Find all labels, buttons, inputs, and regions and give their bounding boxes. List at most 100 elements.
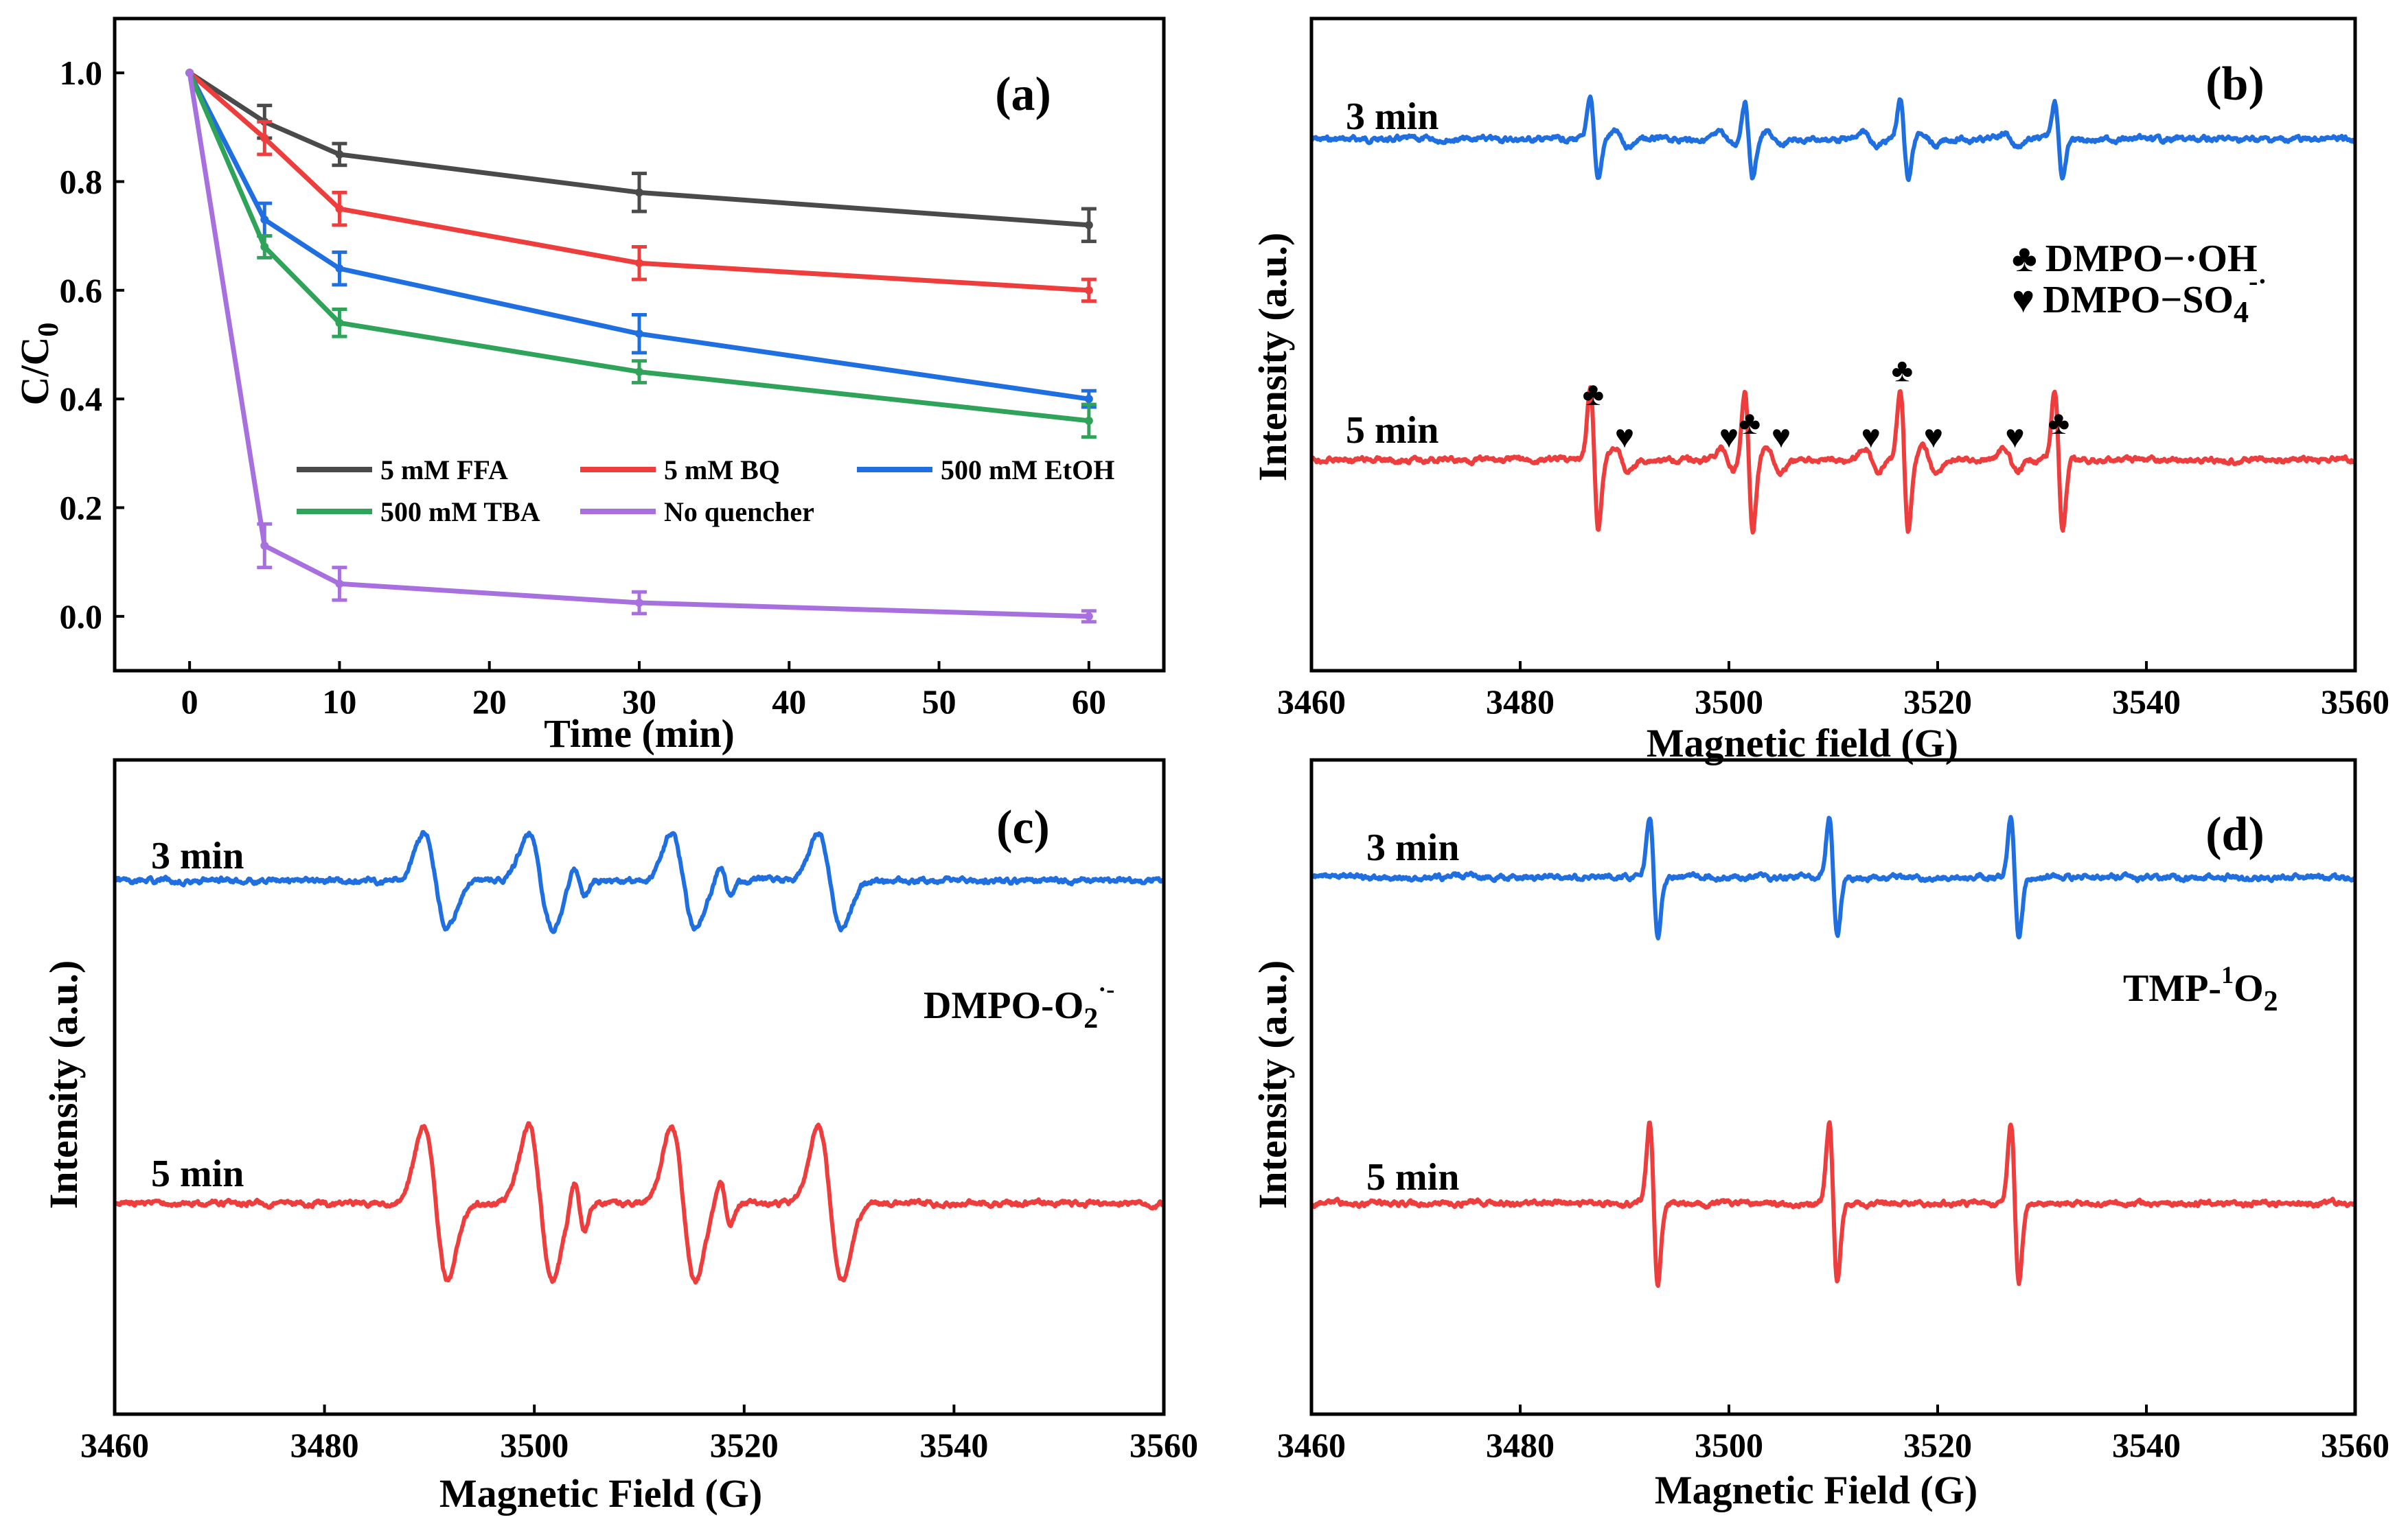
- panel-b-xlabel: Magnetic field (G): [1647, 721, 1958, 765]
- club-icon: ♣: [1739, 405, 1761, 441]
- panel-d-frame: [1309, 758, 2357, 1416]
- legend-hydroxyl-text: DMPO−·OH: [2045, 238, 2258, 280]
- data-point-500-mm-tba: [260, 242, 269, 251]
- x-tick-label: 40: [772, 682, 806, 721]
- panel-d-label-3min: 3 min: [1366, 827, 1459, 869]
- panel-c-species-sup: ·-: [1098, 975, 1114, 1003]
- data-point-5-mm-bq: [335, 205, 344, 213]
- panel-c-letter: (c): [996, 801, 1050, 854]
- heart-icon: ♥: [1771, 419, 1791, 455]
- panel-a-ylabel-sub: 0: [33, 323, 65, 337]
- panel-b-label-3min: 3 min: [1346, 95, 1438, 138]
- club-icon: ♣: [1583, 376, 1605, 413]
- heart-icon: ♥: [1861, 419, 1881, 455]
- panel-c-species: DMPO-O2·-: [924, 975, 1114, 1035]
- panel-b-legend: ♣ DMPO−·OH ♥ DMPO−SO4-·: [2012, 238, 2267, 329]
- data-point-5-mm-ffa: [335, 150, 344, 159]
- legend-hydroxyl-adduct: ♣ DMPO−·OH: [2012, 238, 2258, 280]
- data-point-no-quencher: [1084, 612, 1093, 621]
- x-tick-label: 3520: [1903, 1426, 1972, 1464]
- x-tick-label: 30: [622, 682, 656, 721]
- legend-sulfate-text: DMPO−SO: [2043, 279, 2234, 321]
- heart-icon: ♥: [2012, 279, 2034, 321]
- spectrum-3-min: [113, 830, 1165, 934]
- panel-d-species-sub: 2: [2264, 986, 2278, 1017]
- x-tick-label: 3460: [1277, 1426, 1346, 1464]
- legend-sulfate-adduct: ♥ DMPO−SO4-·: [2012, 266, 2267, 329]
- panel-c-xlabel: Magnetic Field (G): [439, 1471, 762, 1516]
- panel-a-frame: [113, 16, 1166, 673]
- heart-icon: ♥: [1615, 419, 1635, 455]
- x-tick-label: 3520: [1903, 682, 1972, 721]
- data-point-5-mm-bq: [1084, 286, 1093, 295]
- panel-c-frame: [113, 758, 1166, 1416]
- panel-d-species: TMP-1O2: [2123, 961, 2278, 1017]
- legend-sulfate-sub: 4: [2234, 295, 2249, 329]
- x-tick-label: 3540: [919, 1426, 988, 1464]
- data-point-no-quencher: [335, 579, 344, 588]
- club-icon: ♣: [2012, 238, 2037, 280]
- x-tick-label: 3480: [290, 1426, 359, 1464]
- x-tick-label: 3500: [500, 1426, 569, 1464]
- x-tick-label: 3500: [1695, 682, 1763, 721]
- panel-b-letter: (b): [2205, 58, 2264, 111]
- panel-c-label-3min: 3 min: [151, 835, 244, 877]
- data-point-no-quencher: [635, 599, 643, 608]
- x-tick-label: 3560: [1130, 1426, 1198, 1464]
- data-point-no-quencher: [185, 69, 194, 78]
- data-point-5-mm-ffa: [635, 188, 643, 197]
- panel-b-ylabel: Intensity (a.u.): [1250, 233, 1295, 482]
- spectrum-5-min: [113, 1121, 1165, 1285]
- data-point-500-mm-etoh: [635, 330, 643, 338]
- panel-d-species-text: TMP-: [2123, 967, 2221, 1010]
- panel-a-ylabel-main: C/C: [12, 337, 57, 406]
- panel-c-species-text: DMPO-O: [924, 984, 1083, 1027]
- legend-label-5-mm-ffa: 5 mM FFA: [380, 454, 508, 485]
- y-tick-label: 1.0: [60, 54, 103, 92]
- legend-label-no-quencher: No quencher: [664, 496, 814, 527]
- panel-c-species-sub: 2: [1083, 1003, 1098, 1035]
- panel-a-ylabel: C/C0: [12, 323, 65, 406]
- data-point-5-mm-bq: [635, 259, 643, 268]
- y-tick-label: 0.8: [60, 163, 103, 201]
- heart-icon: ♥: [2005, 419, 2025, 455]
- x-tick-label: 3560: [2321, 1426, 2389, 1464]
- club-icon: ♣: [1892, 353, 1914, 389]
- x-tick-label: 3480: [1486, 682, 1555, 721]
- data-point-5-mm-bq: [260, 134, 269, 143]
- panel-d-label-5min: 5 min: [1366, 1156, 1459, 1199]
- panel-c-label-5min: 5 min: [151, 1153, 244, 1195]
- panel-d-letter: (d): [2205, 808, 2264, 861]
- spectrum-5-min: [1310, 1120, 2357, 1288]
- y-tick-label: 0.4: [60, 380, 103, 418]
- data-point-500-mm-etoh: [335, 264, 344, 273]
- legend-label-500-mm-tba: 500 mM TBA: [380, 496, 540, 527]
- panel-d: 3460 3480 3500 3520 3540 3560 (d) 3 min 5 min…: [1250, 758, 2389, 1512]
- panel-d-species-text2: O: [2234, 967, 2264, 1010]
- panel-c: 3460 3480 3500 3520 3540 3560 (c) 3 min 5 min…: [41, 758, 1198, 1516]
- x-tick-label: 3560: [2321, 682, 2389, 721]
- panel-a-xlabel: Time (min): [544, 711, 735, 756]
- panel-b-frame: [1309, 16, 2357, 673]
- y-tick-label: 0.0: [60, 597, 103, 636]
- panel-b: 3460 3480 3500 3520 3540 3560 ♣♥ ♥ ♣ ♥ ♥♣♥ ♥ ♣ (b) …: [1250, 16, 2389, 765]
- x-tick-label: 60: [1072, 682, 1106, 721]
- club-icon: ♣: [2048, 405, 2070, 441]
- data-point-5-mm-ffa: [1084, 220, 1093, 229]
- data-point-500-mm-etoh: [1084, 395, 1093, 404]
- panel-c-ylabel: Intensity (a.u.): [41, 960, 86, 1210]
- x-tick-label: 3540: [2112, 682, 2181, 721]
- x-tick-label: 3480: [1486, 1426, 1555, 1464]
- x-tick-label: 3520: [710, 1426, 779, 1464]
- spectrum-3-min: [1310, 94, 2357, 183]
- x-tick-label: 50: [922, 682, 956, 721]
- data-point-no-quencher: [260, 541, 269, 550]
- panel-b-label-5min: 5 min: [1346, 409, 1438, 452]
- spectrum-5-min: [1310, 385, 2357, 535]
- x-tick-label: 3460: [1277, 682, 1346, 721]
- panel-a-legend: 5 mM FFA 5 mM BQ 500 mM EtOH 500 mM TBA No q…: [297, 454, 1114, 527]
- x-tick-label: 20: [472, 682, 507, 721]
- panel-d-ylabel: Intensity (a.u.): [1250, 960, 1295, 1210]
- data-point-500-mm-tba: [1084, 416, 1093, 425]
